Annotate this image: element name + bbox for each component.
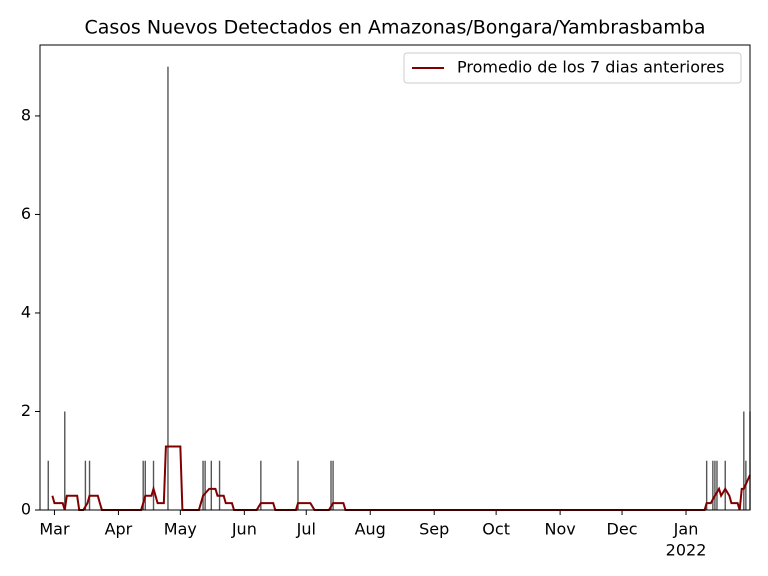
x-tick-label: Dec: [607, 520, 638, 539]
bar: [724, 460, 726, 510]
x-tick-label: Aug: [355, 520, 386, 539]
bar: [705, 460, 708, 510]
y-tick-label: 4: [21, 302, 31, 321]
bar: [332, 460, 334, 510]
average-line: [51, 445, 751, 511]
y-tick-label: 0: [21, 500, 31, 519]
x-tick-label: Mar: [39, 520, 70, 539]
bar: [64, 411, 66, 510]
bar: [297, 460, 299, 510]
x-tick-label: Jun: [231, 520, 257, 539]
plot-frame: [39, 44, 751, 511]
bar: [330, 460, 332, 510]
bar: [202, 460, 204, 510]
bar: [716, 460, 718, 510]
chart-title: Casos Nuevos Detectados en Amazonas/Bong…: [85, 17, 706, 39]
y-tick-label: 8: [21, 105, 31, 124]
bar: [204, 460, 206, 510]
x-tick-label: Jul: [296, 520, 316, 539]
y-tick-label: 2: [21, 401, 31, 420]
bar: [743, 411, 745, 510]
y-tick-label: 6: [21, 204, 31, 223]
bar: [144, 460, 146, 510]
x-tick-label: May: [164, 520, 197, 539]
x-tick-label: Jan: [673, 520, 699, 539]
x-tick-label: Nov: [544, 520, 575, 539]
bar: [88, 460, 91, 510]
bar: [167, 66, 169, 510]
x-tick-label: Oct: [482, 520, 510, 539]
x-year-label: 2022: [666, 541, 707, 560]
bar: [218, 460, 221, 510]
bar: [210, 460, 213, 510]
bar: [142, 460, 144, 510]
bar: [47, 460, 49, 510]
legend-label: Promedio de los 7 dias anteriores: [457, 58, 724, 77]
bar: [84, 460, 87, 510]
x-tick-label: Apr: [105, 520, 133, 539]
bar: [260, 460, 262, 510]
bar: [714, 460, 716, 510]
bar: [712, 460, 714, 510]
x-tick-label: Sep: [419, 520, 449, 539]
legend-box: [403, 52, 742, 84]
